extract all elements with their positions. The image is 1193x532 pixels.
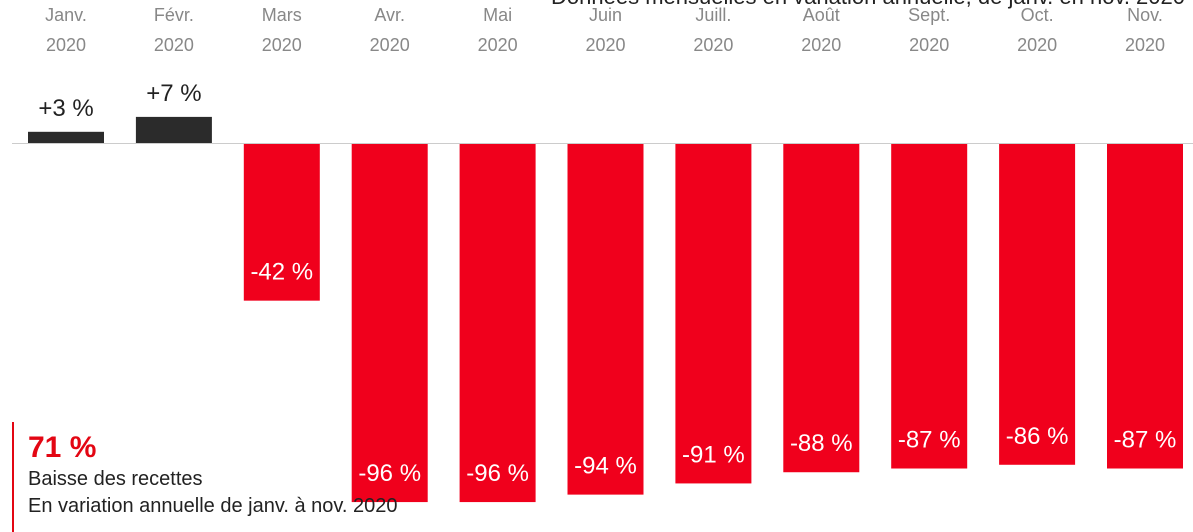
- data-label: +7 %: [146, 80, 201, 107]
- bar: [28, 131, 104, 143]
- tick-label-month: Juill.: [695, 5, 731, 25]
- data-label: -87 %: [898, 427, 961, 454]
- bar: [891, 144, 968, 469]
- tick-label-year: 2020: [693, 35, 733, 55]
- tick-label-year: 2020: [370, 35, 410, 55]
- tick-label-year: 2020: [801, 35, 841, 55]
- bar: [1107, 144, 1183, 469]
- tick-label-month: Mars: [262, 5, 302, 25]
- tick-label-month: Août: [803, 5, 840, 25]
- tick-label-month: Avr.: [374, 5, 405, 25]
- data-label: -91 %: [682, 441, 745, 468]
- data-label: -94 %: [574, 453, 637, 480]
- kpi-value: 71 %: [28, 431, 97, 464]
- tick-label-year: 2020: [909, 35, 949, 55]
- tick-label-year: 2020: [1125, 35, 1165, 55]
- bar: [999, 144, 1076, 465]
- tick-label-month: Nov.: [1127, 5, 1163, 25]
- bar: [135, 116, 212, 143]
- tick-label-year: 2020: [1017, 35, 1057, 55]
- bar: [459, 144, 536, 503]
- bar: [783, 144, 860, 473]
- bar: [675, 144, 752, 484]
- tick-label-month: Janv.: [45, 5, 87, 25]
- data-label: -96 %: [466, 460, 529, 487]
- tick-label-month: Oct.: [1021, 5, 1054, 25]
- data-label: -96 %: [358, 460, 421, 487]
- bar: [567, 144, 644, 495]
- data-label: -86 %: [1006, 423, 1069, 450]
- tick-label-month: Févr.: [154, 5, 194, 25]
- tick-label-month: Sept.: [908, 5, 950, 25]
- tick-label-year: 2020: [154, 35, 194, 55]
- bar: [243, 144, 320, 301]
- tick-label-year: 2020: [262, 35, 302, 55]
- tick-label-year: 2020: [46, 35, 86, 55]
- data-label: -87 %: [1114, 427, 1177, 454]
- tick-label-year: 2020: [585, 35, 625, 55]
- data-label: +3 %: [38, 95, 93, 122]
- tick-label-year: 2020: [478, 35, 518, 55]
- tick-label-month: Mai: [483, 5, 512, 25]
- kpi-note: En variation annuelle de janv. à nov. 20…: [28, 495, 398, 517]
- data-label: -42 %: [250, 259, 313, 286]
- kpi-callout: 71 % Baisse des recettes En variation an…: [12, 422, 492, 532]
- tick-label-month: Juin: [589, 5, 622, 25]
- data-label: -88 %: [790, 430, 853, 457]
- kpi-label: Baisse des recettes: [28, 468, 203, 490]
- bar: [351, 144, 428, 503]
- chart-subtitle: Données mensuelles en variation annuelle…: [551, 0, 1185, 10]
